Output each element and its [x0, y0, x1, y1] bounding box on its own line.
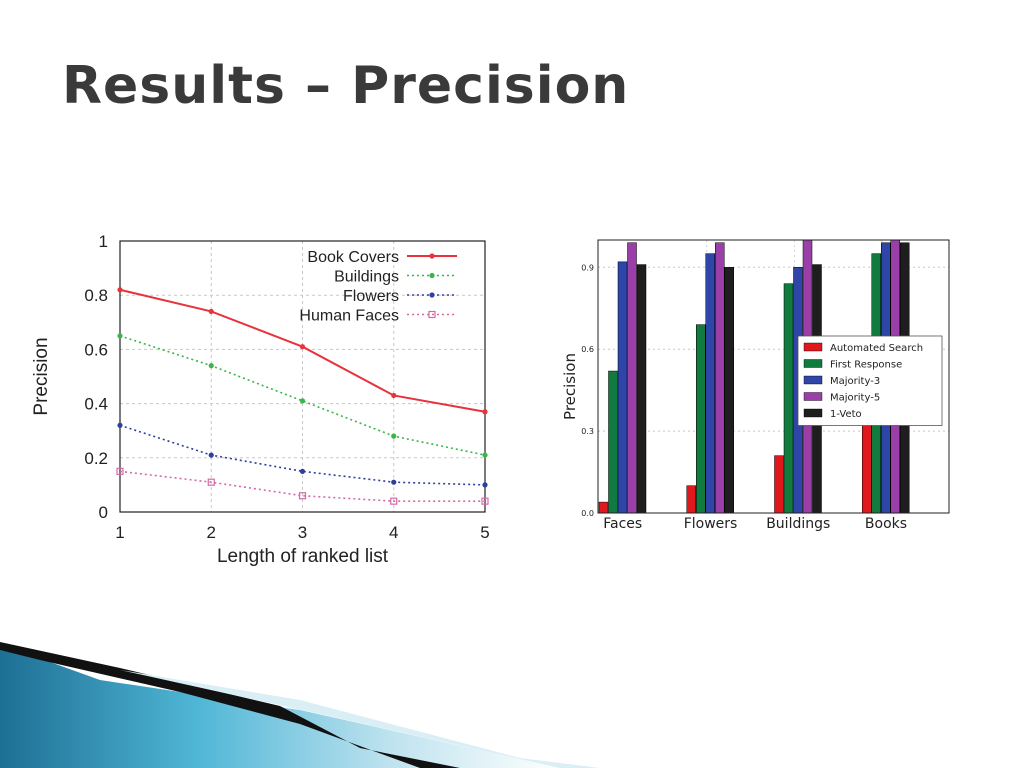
legend-swatch: [803, 359, 823, 368]
bar: [617, 261, 628, 514]
line-chart: 0 0.2 0.4 0.6 0.8 1 1 2 3 4 5 Length of ranked list…: [31, 232, 490, 567]
bar-chart: 0.0 0.3 0.6 0.9 Faces Flowers Buildings Books Pr…: [561, 239, 950, 532]
legend-label: Flowers: [343, 288, 399, 305]
y-tick-label: 0.4: [84, 395, 108, 414]
x-tick-label: 4: [389, 523, 398, 542]
series-line: [119, 335, 486, 456]
data-point: [117, 287, 123, 293]
data-point: [208, 452, 214, 458]
data-point: [482, 452, 488, 458]
y-tick-label: 0.6: [581, 345, 594, 354]
bar: [598, 501, 609, 514]
data-point: [481, 497, 489, 505]
slide-title: Results – Precision: [62, 56, 630, 116]
bar: [608, 370, 618, 514]
legend-marker: [428, 310, 436, 319]
x-tick-label: Buildings: [766, 516, 830, 532]
teal-swoosh: [0, 644, 560, 768]
data-point: [298, 492, 307, 500]
x-tick-label: 2: [207, 523, 216, 542]
bar: [636, 264, 647, 514]
legend-label: Majority-3: [830, 376, 880, 387]
y-tick-label: 0.3: [581, 427, 594, 436]
legend-marker: [429, 292, 435, 298]
y-tick-label: 0.0: [581, 509, 594, 518]
data-point: [482, 409, 488, 415]
data-point: [391, 433, 397, 439]
data-point: [299, 344, 306, 350]
series-line: [119, 424, 486, 486]
series-line: [119, 470, 485, 502]
data-point: [117, 422, 123, 428]
plot-frame: [597, 239, 950, 514]
bar: [686, 485, 696, 514]
y-tick-label: 1: [99, 232, 108, 251]
plot-frame: [119, 240, 486, 513]
legend-label: 1-Veto: [830, 409, 862, 420]
x-tick-label: 1: [115, 523, 124, 542]
bar: [724, 267, 734, 514]
data-point: [391, 479, 397, 485]
data-point: [208, 308, 214, 315]
bar: [696, 324, 706, 514]
data-point: [391, 392, 397, 399]
legend-label: Book Covers: [307, 249, 399, 266]
legend-label: First Response: [830, 360, 902, 371]
legend-swatch: [803, 342, 823, 352]
x-tick-label: Flowers: [684, 516, 738, 532]
data-point: [116, 467, 124, 475]
legend-label: Automated Search: [830, 343, 923, 354]
y-tick-label: 0.9: [581, 263, 594, 272]
light-swoosh: [120, 670, 600, 768]
bar: [715, 242, 725, 514]
dark-swoosh: [0, 642, 460, 768]
bar: [774, 455, 784, 514]
legend-swatch: [803, 408, 823, 418]
y-tick-label: 0.2: [84, 449, 108, 468]
legend-swatch: [803, 375, 823, 385]
data-point: [299, 398, 306, 404]
data-point: [208, 363, 214, 369]
legend-marker: [429, 253, 435, 259]
data-point: [390, 497, 398, 505]
x-tick-label: 3: [298, 523, 307, 542]
y-axis-label: Precision: [561, 353, 579, 420]
bar: [705, 253, 715, 514]
data-point: [117, 333, 123, 339]
bottom-decoration: [0, 642, 600, 768]
data-point: [207, 478, 215, 486]
x-tick-label: Faces: [603, 516, 642, 532]
legend-label: Human Faces: [299, 308, 399, 325]
data-point: [482, 482, 488, 488]
data-point: [299, 468, 306, 474]
x-axis-label: Length of ranked list: [217, 546, 389, 567]
y-tick-label: 0.6: [84, 340, 108, 359]
y-tick-label: 0: [99, 503, 108, 522]
y-tick-label: 0.8: [84, 286, 108, 305]
x-tick-label: 5: [480, 523, 489, 542]
legend-swatch: [803, 392, 823, 401]
y-axis-label: Precision: [31, 337, 52, 415]
bar: [783, 283, 794, 514]
bar: [627, 242, 637, 514]
legend-label: Majority-5: [830, 393, 880, 404]
legend-marker: [429, 272, 435, 279]
x-tick-label: Books: [865, 516, 907, 532]
legend-label: Buildings: [334, 269, 399, 286]
